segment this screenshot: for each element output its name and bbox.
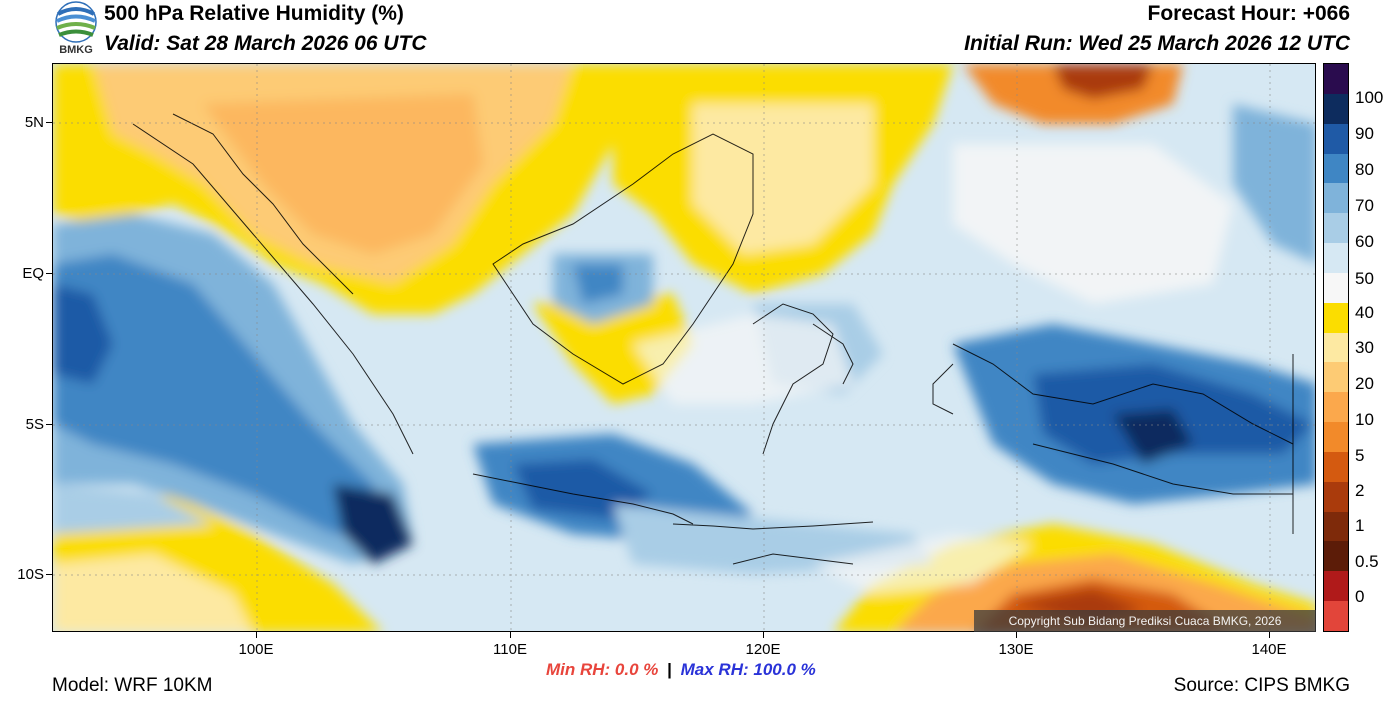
colorbar-segment: [1324, 272, 1348, 304]
colorbar-segment: [1324, 571, 1348, 602]
colorbar-segment: [1324, 93, 1348, 125]
colorbar-segment: [1324, 213, 1348, 244]
lon-label-140e: 140E: [1251, 641, 1287, 658]
separator: |: [667, 660, 672, 679]
lon-label-130e: 130E: [998, 641, 1034, 658]
colorbar-label: 50: [1355, 269, 1374, 288]
colorbar-segment: [1324, 123, 1348, 154]
forecast-hour: Forecast Hour: +066: [1147, 2, 1351, 25]
source-label: Source: CIPS BMKG: [1173, 675, 1350, 696]
colorbar-segment: [1324, 153, 1348, 184]
colorbar-label: 20: [1355, 374, 1374, 393]
colorbar-segment: [1324, 332, 1348, 363]
colorbar-label: 40: [1355, 303, 1374, 322]
logo-text: BMKG: [59, 44, 93, 56]
colorbar-segment: [1324, 601, 1348, 632]
lat-label-10s: 10S: [17, 566, 44, 583]
lon-tick: [1269, 632, 1270, 638]
colorbar-label: 2: [1355, 481, 1365, 500]
lon-tick: [510, 632, 511, 638]
chart-title: 500 hPa Relative Humidity (%): [104, 2, 404, 25]
humidity-field: [53, 64, 1315, 631]
lat-tick: [46, 424, 52, 425]
initial-run: Initial Run: Wed 25 March 2026 12 UTC: [964, 32, 1350, 55]
bmkg-logo: BMKG: [52, 0, 100, 60]
lat-tick: [46, 574, 52, 575]
lon-tick: [763, 632, 764, 638]
colorbar-label: 5: [1355, 446, 1365, 465]
colorbar-segment: [1324, 362, 1348, 393]
lat-label-5s: 5S: [25, 416, 44, 433]
colorbar-segment: [1324, 302, 1348, 334]
colorbar-segment: [1324, 64, 1348, 95]
rh-extremes: Min RH: 0.0 % | Max RH: 100.0 %: [546, 660, 816, 680]
lon-tick: [1016, 632, 1017, 638]
colorbar-label: 10: [1355, 410, 1374, 429]
model-label: Model: WRF 10KM: [52, 675, 213, 696]
lon-label-120e: 120E: [745, 641, 781, 658]
colorbar-segment: [1324, 541, 1348, 572]
colorbar-label: 0: [1355, 587, 1365, 606]
max-rh: Max RH: 100.0 %: [680, 660, 816, 679]
colorbar-label: 0.5: [1355, 552, 1379, 571]
lon-label-110e: 110E: [493, 641, 527, 658]
lat-label-5n: 5N: [24, 114, 44, 131]
colorbar-label: 80: [1355, 160, 1374, 179]
colorbar-segment: [1324, 451, 1348, 483]
map-panel: [52, 63, 1316, 632]
min-rh: Min RH: 0.0 %: [546, 660, 659, 679]
lat-label-eq: EQ: [22, 265, 44, 282]
colorbar: [1323, 63, 1349, 632]
lon-label-100e: 100E: [238, 641, 274, 658]
lat-tick: [46, 122, 52, 123]
colorbar-label: 70: [1355, 196, 1374, 215]
copyright-note: Copyright Sub Bidang Prediksi Cuaca BMKG…: [974, 610, 1316, 632]
lat-tick: [46, 273, 52, 274]
colorbar-segment: [1324, 183, 1348, 214]
colorbar-segment: [1324, 392, 1348, 423]
colorbar-segment: [1324, 422, 1348, 453]
colorbar-label: 1: [1355, 516, 1365, 535]
valid-time: Valid: Sat 28 March 2026 06 UTC: [104, 32, 427, 55]
colorbar-segment: [1324, 481, 1348, 513]
colorbar-label: 60: [1355, 232, 1374, 251]
lon-tick: [256, 632, 257, 638]
colorbar-segment: [1324, 511, 1348, 542]
colorbar-segment: [1324, 243, 1348, 274]
colorbar-label: 100: [1355, 88, 1384, 107]
colorbar-label: 90: [1355, 124, 1374, 143]
colorbar-label: 30: [1355, 338, 1374, 357]
